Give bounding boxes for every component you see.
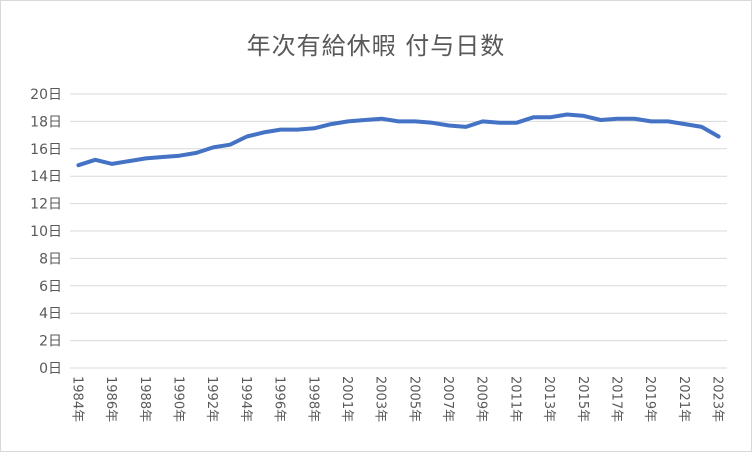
x-tick-label: 1998年 (305, 376, 320, 422)
x-tick-label: 1994年 (238, 376, 253, 422)
x-tick-label: 2021年 (676, 376, 691, 422)
x-tick-label: 1984年 (69, 376, 84, 422)
gridlines (70, 93, 727, 369)
x-tick-label: 2001年 (339, 376, 354, 422)
series-line-付与日数 (76, 112, 721, 168)
y-tick-label: 8日 (39, 251, 62, 267)
x-axis-labels: 1984年 1986年 1988年 1990年 1992年 1994年 1996年 1998年… (69, 376, 724, 422)
y-tick-label: 6日 (39, 279, 62, 295)
y-tick-label: 20日 (30, 87, 62, 103)
chart-title: 年次有給休暇 付与日数 (246, 32, 506, 60)
x-tick-label: 2017年 (609, 376, 624, 422)
y-axis-labels: 0日 2日 4日 6日 8日 10日 12日 14日 16日 18日 20日 (30, 87, 62, 377)
y-tick-label: 18日 (30, 114, 62, 130)
x-tick-label: 2013年 (541, 376, 556, 422)
x-tick-label: 2005年 (406, 376, 421, 422)
x-tick-label: 1992年 (204, 376, 219, 422)
y-tick-label: 10日 (30, 224, 62, 240)
y-tick-label: 14日 (30, 169, 62, 185)
x-tick-label: 2007年 (440, 376, 455, 422)
x-tick-label: 2015年 (575, 376, 590, 422)
x-tick-label: 1996年 (272, 376, 287, 422)
x-tick-label: 2009年 (474, 376, 489, 422)
y-tick-label: 2日 (39, 334, 62, 350)
x-tick-label: 1986年 (103, 376, 118, 422)
y-tick-label: 16日 (30, 142, 62, 158)
y-tick-label: 0日 (39, 361, 62, 377)
x-tick-label: 1990年 (171, 376, 186, 422)
x-tick-label: 2019年 (642, 376, 657, 422)
x-tick-label: 2023年 (710, 376, 725, 422)
y-tick-label: 12日 (30, 197, 62, 213)
x-tick-label: 2003年 (373, 376, 388, 422)
y-tick-label: 4日 (39, 306, 62, 322)
x-tick-label: 1988年 (137, 376, 152, 422)
x-tick-label: 2011年 (507, 376, 522, 422)
